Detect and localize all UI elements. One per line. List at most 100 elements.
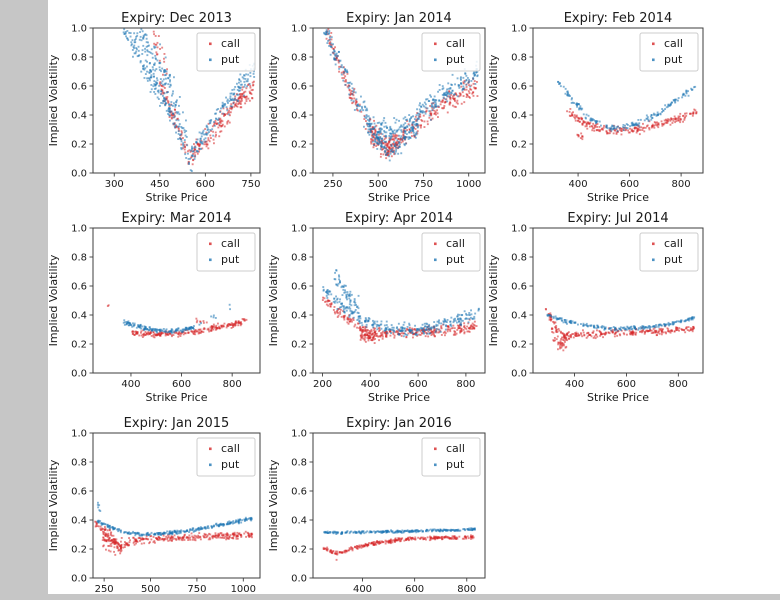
put-legend-marker-icon bbox=[434, 58, 437, 62]
call-left-outlier-points bbox=[106, 304, 110, 307]
svg-text:0.2: 0.2 bbox=[511, 340, 527, 351]
put-legend-marker-icon bbox=[434, 258, 437, 262]
legend-label-put: put bbox=[664, 253, 683, 266]
x-tick-labels: 250 500 750 1000 bbox=[95, 584, 256, 595]
put-upper-strand-points bbox=[333, 269, 360, 310]
legend-label-call: call bbox=[221, 37, 240, 50]
legend-label-put: put bbox=[446, 53, 465, 66]
svg-text:500: 500 bbox=[141, 584, 160, 595]
y-axis-label: Implied Volatility bbox=[47, 254, 60, 346]
svg-text:800: 800 bbox=[672, 179, 691, 190]
put-points bbox=[546, 313, 696, 332]
svg-text:1.0: 1.0 bbox=[511, 224, 527, 235]
svg-text:0.4: 0.4 bbox=[511, 311, 527, 322]
svg-text:0.2: 0.2 bbox=[511, 140, 527, 151]
svg-text:0.0: 0.0 bbox=[71, 369, 87, 380]
svg-text:0.8: 0.8 bbox=[511, 53, 527, 64]
svg-text:600: 600 bbox=[172, 379, 191, 390]
call-legend-marker-icon bbox=[209, 42, 212, 46]
legend-label-put: put bbox=[446, 458, 465, 471]
x-axis-label: Strike Price bbox=[587, 191, 649, 204]
legend: call put bbox=[196, 437, 256, 477]
legend: call put bbox=[196, 232, 256, 272]
svg-text:0.2: 0.2 bbox=[71, 340, 87, 351]
subplot-title: Expiry: Apr 2014 bbox=[345, 211, 453, 226]
put-points bbox=[122, 319, 195, 335]
y-tick-labels: 0.0 0.2 0.4 0.6 0.8 1.0 bbox=[511, 24, 527, 180]
axes-frame bbox=[92, 432, 261, 579]
subplot-expiry-mar-2014: 400 600 800 0.0 0.2 0.4 0.6 0.8 1.0 Expiry: Mar 2… bbox=[47, 211, 261, 404]
subplot-expiry-jan-2014: 250 500 750 1000 0.0 0.2 0.4 0.6 0.8 1.0 Expiry: J… bbox=[267, 11, 486, 204]
call-left-outlier-points bbox=[544, 308, 547, 311]
y-tick-labels: 0.0 0.2 0.4 0.6 0.8 1.0 bbox=[71, 24, 87, 180]
svg-text:0.8: 0.8 bbox=[291, 53, 307, 64]
call-low-outlier-points bbox=[335, 552, 339, 561]
svg-text:0.4: 0.4 bbox=[511, 111, 527, 122]
put-points bbox=[323, 527, 476, 535]
put-legend-marker-icon bbox=[652, 258, 655, 262]
svg-text:0.4: 0.4 bbox=[291, 311, 307, 322]
y-tick-labels: 0.0 0.2 0.4 0.6 0.8 1.0 bbox=[71, 224, 87, 380]
legend-label-call: call bbox=[446, 237, 465, 250]
svg-text:1.0: 1.0 bbox=[291, 224, 307, 235]
svg-text:0.2: 0.2 bbox=[71, 545, 87, 556]
svg-text:0.4: 0.4 bbox=[71, 516, 87, 527]
subplot-expiry-jul-2014: 400 600 800 0.0 0.2 0.4 0.6 0.8 1.0 Expiry: Jul 2… bbox=[487, 211, 704, 404]
svg-text:800: 800 bbox=[456, 379, 475, 390]
svg-text:1000: 1000 bbox=[456, 179, 481, 190]
subplot-title: Expiry: Dec 2013 bbox=[121, 11, 232, 26]
svg-text:250: 250 bbox=[95, 584, 114, 595]
y-tick-labels: 0.0 0.2 0.4 0.6 0.8 1.0 bbox=[71, 429, 87, 585]
legend-label-call: call bbox=[664, 37, 683, 50]
svg-text:0.2: 0.2 bbox=[291, 340, 307, 351]
subplot-expiry-jan-2016: 400 600 800 0.00.20.40.60.81.0 Expiry: Jan 2… bbox=[267, 416, 486, 595]
svg-text:0.0: 0.0 bbox=[71, 169, 87, 180]
call-points bbox=[322, 534, 475, 555]
svg-text:450: 450 bbox=[150, 179, 169, 190]
y-axis-label: Implied Volatility bbox=[47, 459, 60, 551]
put-legend-marker-icon bbox=[209, 58, 212, 62]
legend-label-put: put bbox=[446, 253, 465, 266]
svg-text:600: 600 bbox=[409, 379, 428, 390]
matplotlib-figure bbox=[48, 0, 780, 594]
svg-text:200: 200 bbox=[313, 379, 332, 390]
svg-text:1.0: 1.0 bbox=[291, 24, 307, 35]
axes-frame bbox=[312, 27, 486, 174]
legend-label-call: call bbox=[446, 442, 465, 455]
x-tick-labels: 400 600 800 bbox=[565, 379, 688, 390]
call-messy-cluster-points bbox=[550, 327, 569, 352]
put-points bbox=[322, 286, 477, 338]
x-tick-labels: 400 600 800 bbox=[121, 379, 241, 390]
subplot-expiry-jan-2015: 250 500 750 1000 0.0 0.2 0.4 0.6 0.8 1.0 Expiry: J… bbox=[47, 416, 261, 595]
svg-text:0.4: 0.4 bbox=[291, 111, 307, 122]
svg-text:0.0: 0.0 bbox=[291, 169, 307, 180]
call-high-outliers-points bbox=[152, 30, 168, 76]
axes-frame bbox=[92, 27, 261, 174]
call-points bbox=[566, 108, 698, 136]
put-wide-cloud-points bbox=[136, 28, 188, 141]
svg-text:0.6: 0.6 bbox=[71, 82, 87, 93]
subplot-title: Expiry: Jul 2014 bbox=[567, 211, 668, 226]
call-messy-cluster-points bbox=[101, 526, 123, 556]
svg-text:0.6: 0.6 bbox=[291, 282, 307, 293]
svg-text:0.0: 0.0 bbox=[71, 574, 87, 585]
legend-label-put: put bbox=[221, 253, 240, 266]
y-axis-label: Implied Volatility bbox=[47, 54, 60, 146]
svg-text:1.0: 1.0 bbox=[71, 429, 87, 440]
subplot-title: Expiry: Jan 2015 bbox=[124, 416, 230, 431]
legend-label-call: call bbox=[446, 37, 465, 50]
y-axis-label: Implied Volatility bbox=[267, 254, 280, 346]
legend-label-put: put bbox=[221, 458, 240, 471]
legend: call put bbox=[421, 32, 481, 72]
svg-text:0.2: 0.2 bbox=[71, 140, 87, 151]
svg-text:0.6: 0.6 bbox=[71, 487, 87, 498]
axes-frame bbox=[532, 227, 704, 374]
svg-text:0.6: 0.6 bbox=[71, 282, 87, 293]
put-points bbox=[96, 516, 253, 537]
svg-text:0.6: 0.6 bbox=[511, 82, 527, 93]
svg-text:400: 400 bbox=[565, 379, 584, 390]
svg-text:400: 400 bbox=[121, 379, 140, 390]
svg-text:400: 400 bbox=[569, 179, 588, 190]
subplot-title: Expiry: Feb 2014 bbox=[564, 11, 673, 26]
